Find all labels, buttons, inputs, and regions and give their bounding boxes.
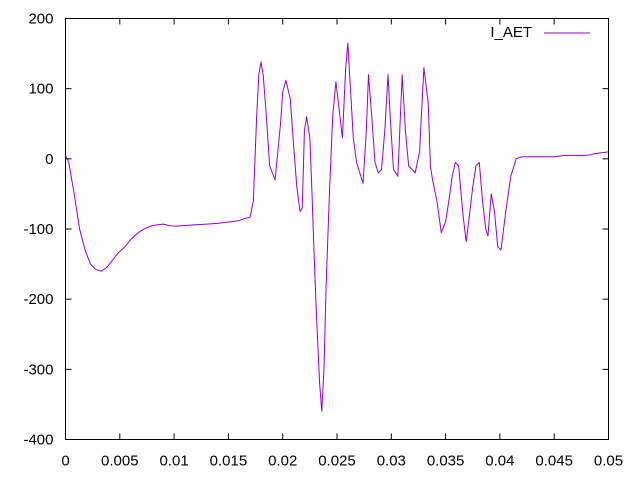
x-tick-label-0-025: 0.025	[318, 453, 356, 470]
series-line-i-aet	[65, 42, 609, 412]
x-tick-label-0-02: 0.02	[268, 453, 297, 470]
legend: I_AET	[490, 24, 590, 41]
y-tick-label-100: 100	[28, 81, 53, 98]
x-tick-label-0-015: 0.015	[210, 453, 248, 470]
y-tick-label-100: -100	[23, 221, 53, 238]
y-tick-label-0: 0	[45, 151, 53, 168]
x-tick-label-0: 0	[61, 453, 69, 470]
x-tick-label-0-005: 0.005	[101, 453, 139, 470]
y-tick-label-300: -300	[23, 361, 53, 378]
axis-ticks	[65, 18, 609, 440]
tick-labels: 0 0.005 0.01 0.015 0.02 0.025 0.03 0.035 0.04 0.0…	[23, 11, 623, 470]
x-tick-label-0-035: 0.035	[427, 453, 465, 470]
y-tick-label-400: -400	[23, 432, 53, 449]
x-tick-label-0-045: 0.045	[535, 453, 573, 470]
legend-label-i-aet: I_AET	[490, 24, 532, 41]
series-layer	[65, 42, 609, 412]
x-tick-label-0-04: 0.04	[485, 453, 514, 470]
x-tick-label-0-03: 0.03	[377, 453, 406, 470]
plot-frame	[65, 18, 609, 440]
x-tick-label-0-05: 0.05	[594, 453, 623, 470]
y-tick-label-200: -200	[23, 291, 53, 308]
x-tick-label-0-01: 0.01	[159, 453, 188, 470]
y-tick-label-200: 200	[28, 11, 53, 28]
